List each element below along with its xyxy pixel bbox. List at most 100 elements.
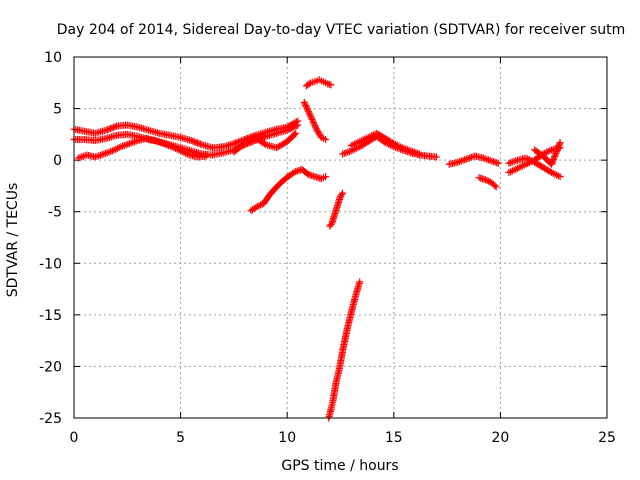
data-point: [410, 148, 418, 156]
data-point: [338, 191, 346, 199]
data-point: [340, 149, 348, 157]
data-point: [305, 108, 313, 116]
data-point: [115, 144, 123, 152]
data-point: [170, 144, 178, 152]
data-point: [414, 149, 422, 157]
data-point: [529, 157, 537, 165]
data-point: [520, 161, 528, 169]
data-point: [517, 163, 525, 171]
data-point: [322, 173, 330, 181]
data-point: [304, 106, 312, 114]
data-point: [515, 164, 523, 172]
y-tick-label: 5: [53, 102, 62, 118]
data-point: [119, 142, 127, 150]
data-point: [459, 156, 467, 164]
data-point: [354, 138, 362, 146]
data-point: [261, 140, 269, 148]
data-point: [291, 131, 299, 139]
data-point: [549, 157, 557, 165]
data-point: [183, 150, 191, 158]
data-point: [366, 133, 374, 141]
data-points: [70, 76, 564, 422]
series-arc-e: [247, 165, 330, 215]
data-point: [310, 120, 318, 128]
series-arc-f: [300, 98, 330, 144]
data-point: [552, 148, 560, 156]
data-point: [345, 147, 353, 155]
data-point: [173, 145, 181, 153]
data-point: [432, 153, 440, 161]
data-point: [285, 125, 293, 133]
data-point: [349, 141, 357, 149]
data-point: [552, 149, 560, 157]
data-point: [129, 138, 137, 146]
data-point: [327, 221, 335, 229]
data-point: [483, 155, 491, 163]
data-point: [124, 140, 132, 148]
data-point: [507, 168, 515, 176]
y-tick-label: -5: [48, 205, 62, 221]
data-point: [305, 109, 313, 117]
data-point: [163, 141, 171, 149]
data-point: [253, 203, 261, 211]
y-tick-label: -10: [39, 256, 62, 272]
data-point: [255, 202, 263, 210]
data-point: [457, 157, 465, 165]
data-point: [483, 177, 491, 185]
data-point: [74, 154, 82, 162]
data-point: [555, 142, 563, 150]
data-point: [485, 177, 493, 185]
data-point: [556, 139, 564, 147]
data-point: [286, 125, 294, 133]
data-point: [554, 145, 562, 153]
data-point: [151, 137, 159, 145]
data-point: [160, 140, 168, 148]
chart-title: Day 204 of 2014, Sidereal Day-to-day VTE…: [57, 22, 626, 38]
data-point: [344, 148, 352, 156]
data-point: [113, 144, 121, 152]
data-point: [257, 201, 265, 209]
data-point: [510, 166, 518, 174]
data-point: [519, 162, 527, 170]
data-point: [300, 98, 308, 106]
data-point: [356, 278, 364, 286]
data-point: [309, 118, 317, 126]
data-point: [553, 146, 561, 154]
data-point: [357, 137, 365, 145]
data-point: [486, 157, 494, 165]
data-point: [402, 145, 410, 153]
x-tick-label: 0: [70, 430, 79, 446]
data-point: [400, 144, 408, 152]
data-point: [352, 139, 360, 147]
data-point: [100, 150, 108, 158]
data-point: [154, 138, 162, 146]
data-point: [96, 151, 104, 159]
data-point: [550, 154, 558, 162]
data-point: [491, 182, 499, 190]
data-point: [407, 147, 415, 155]
series-arc-p: [531, 139, 564, 168]
data-point: [512, 165, 520, 173]
series-arc-c: [74, 134, 210, 162]
data-point: [546, 147, 554, 155]
data-point: [551, 151, 559, 159]
data-point: [292, 122, 300, 130]
data-point: [158, 139, 166, 147]
data-point: [308, 115, 316, 123]
data-point: [171, 144, 179, 152]
data-point: [546, 168, 554, 176]
data-point: [549, 156, 557, 164]
data-point: [554, 172, 562, 180]
data-point: [291, 123, 299, 131]
data-point: [542, 148, 550, 156]
data-point: [461, 156, 469, 164]
data-point: [307, 112, 315, 120]
data-point: [481, 155, 489, 163]
data-point: [98, 151, 106, 159]
y-axis-label: SDTVAR / TECUs: [5, 183, 21, 298]
data-point: [508, 158, 516, 166]
data-point: [178, 148, 186, 156]
data-point: [289, 123, 297, 131]
data-point: [303, 105, 311, 113]
